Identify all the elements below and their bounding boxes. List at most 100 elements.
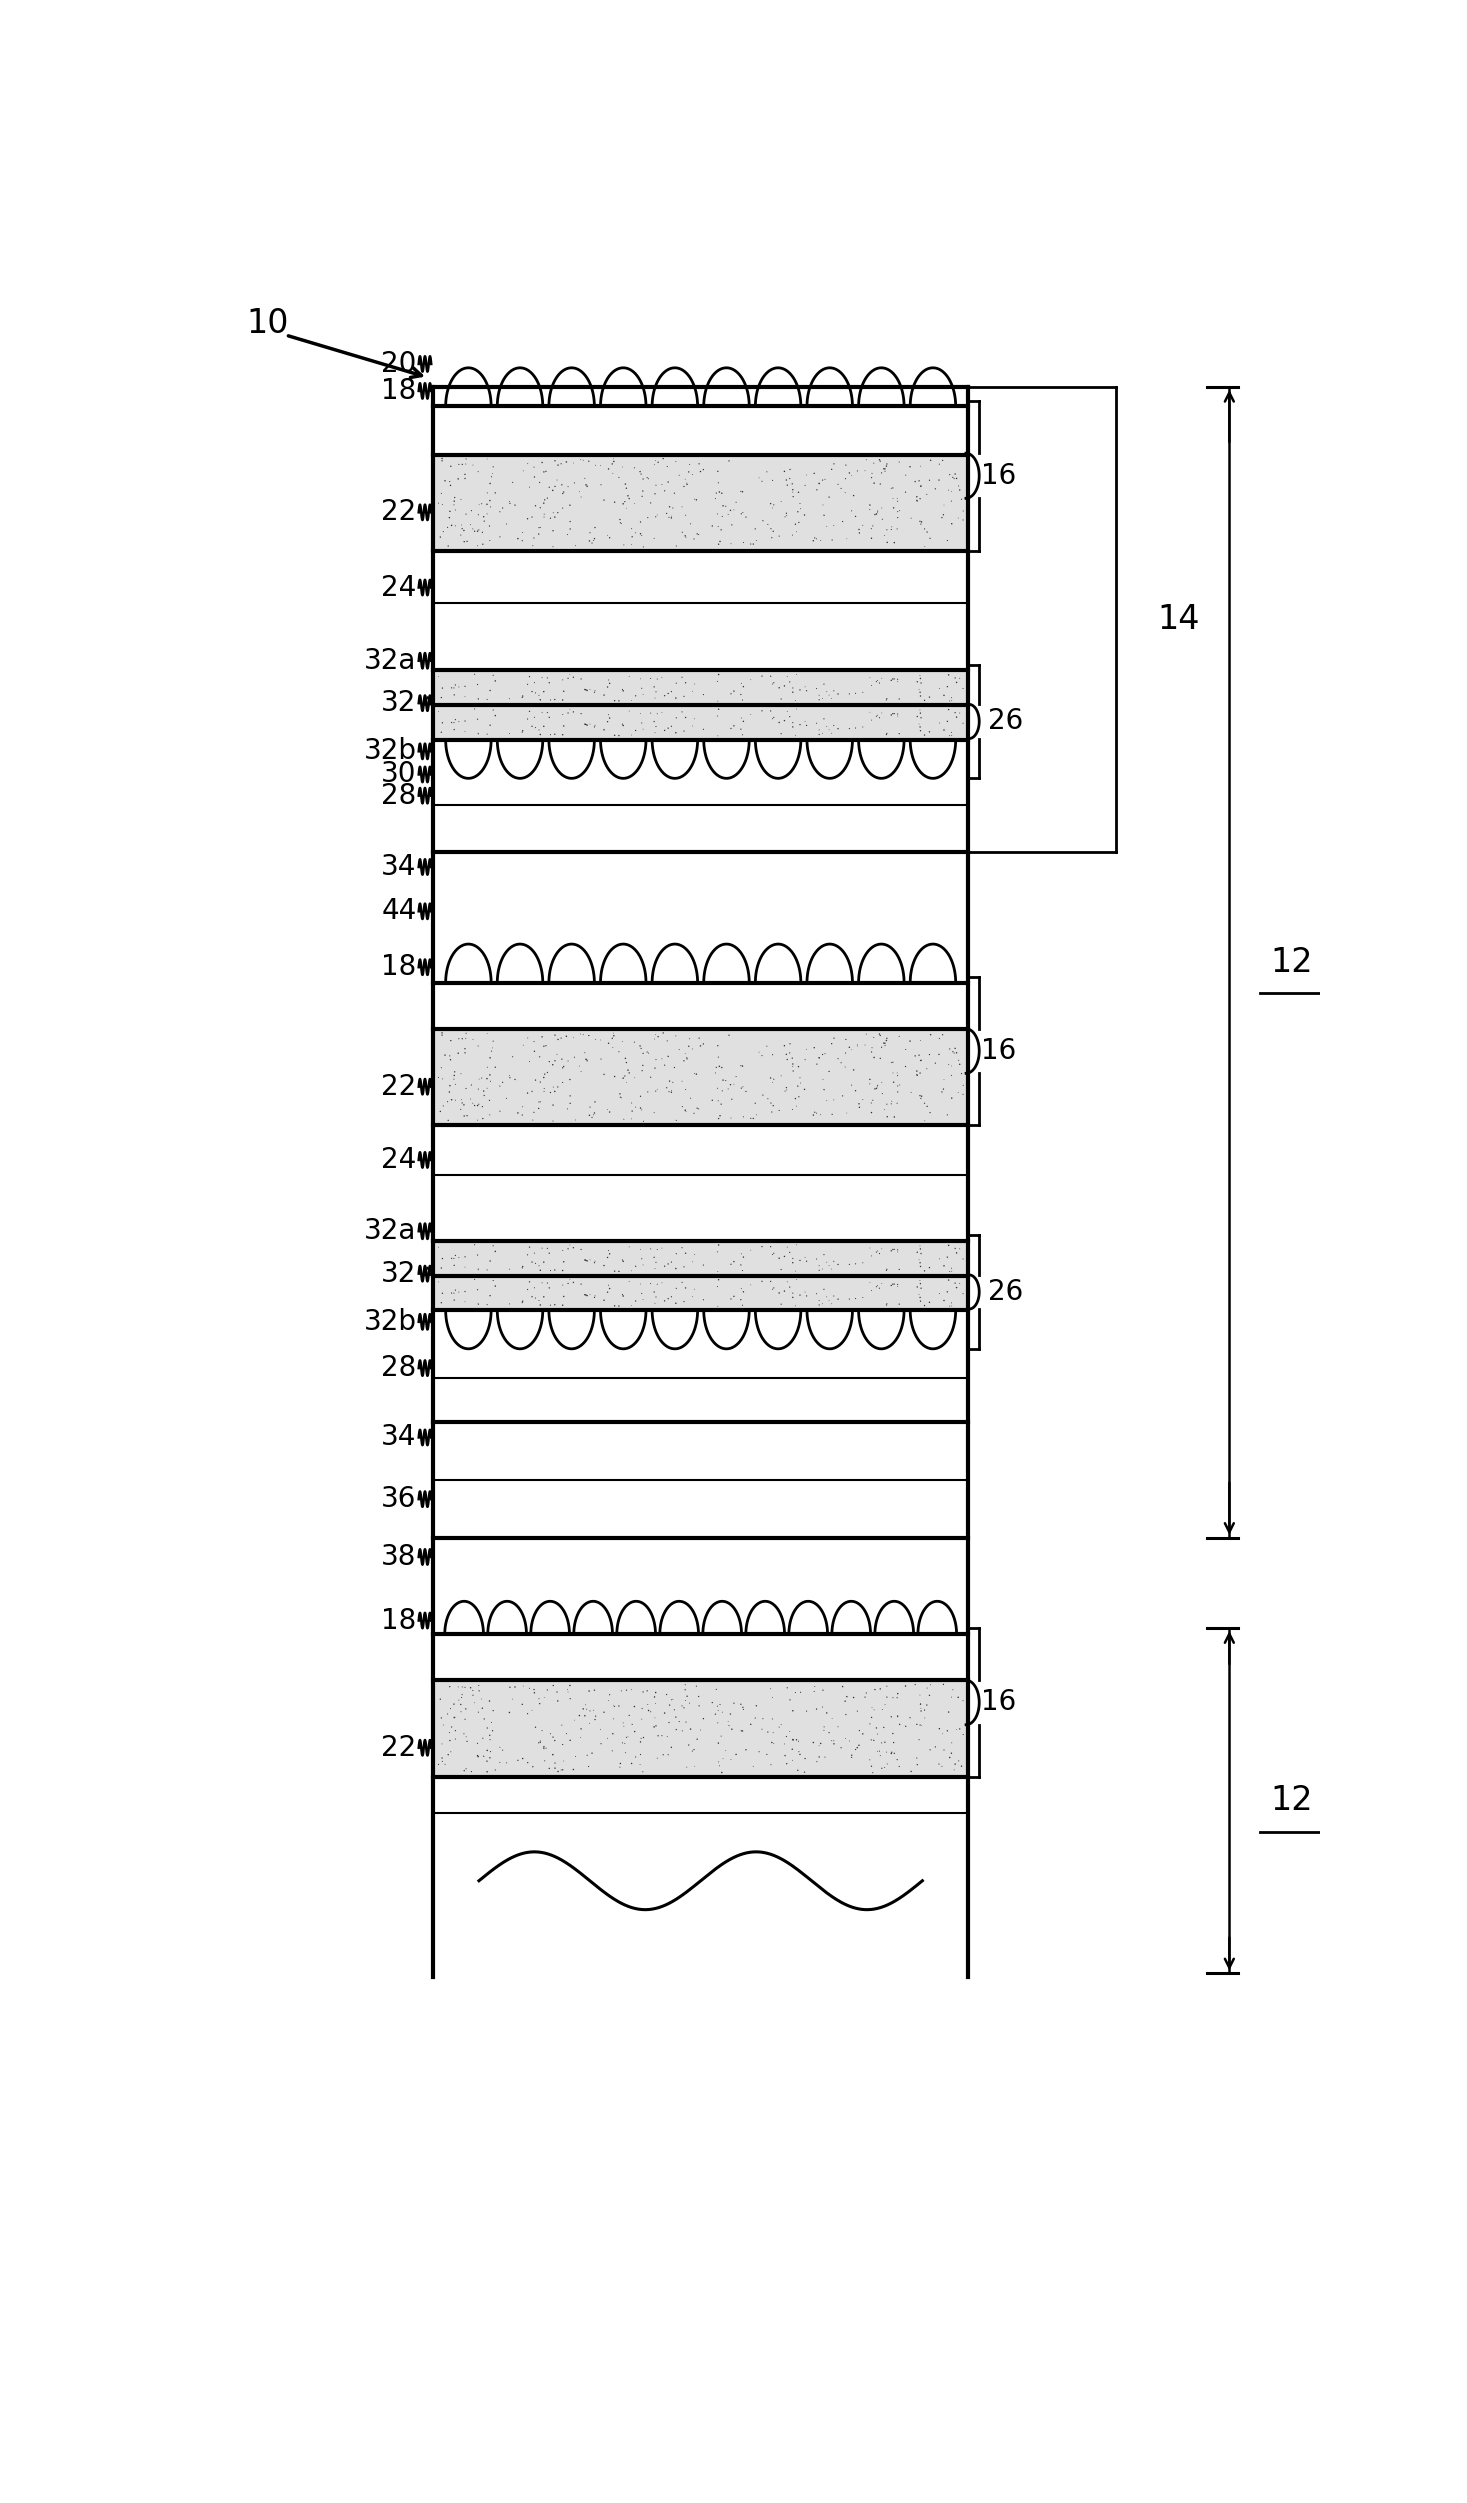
Point (951, 668, 974, 708)
Point (940, 1677, 964, 1717)
Point (681, 1241, 704, 1282)
Point (469, 1680, 493, 1720)
Point (948, 693, 971, 733)
Point (866, 696, 889, 736)
Point (883, 658, 907, 698)
Point (682, 1730, 706, 1770)
Point (908, 1705, 932, 1745)
Point (940, 1046, 964, 1086)
Point (706, 1231, 729, 1272)
Point (835, 1094, 858, 1134)
Point (873, 1747, 896, 1787)
Point (578, 1016, 601, 1056)
Point (450, 1019, 474, 1059)
Point (597, 661, 621, 701)
Point (842, 476, 866, 516)
Point (481, 691, 505, 731)
Point (802, 453, 826, 493)
Point (543, 713, 566, 753)
Point (538, 498, 562, 538)
Point (443, 708, 467, 748)
Point (946, 1071, 970, 1111)
Point (562, 1016, 585, 1056)
Point (503, 1667, 527, 1707)
Point (450, 506, 474, 546)
Point (447, 1680, 471, 1720)
Text: 18: 18 (381, 378, 417, 405)
Point (578, 1086, 601, 1126)
Point (732, 1690, 756, 1730)
Point (543, 1071, 566, 1111)
Point (816, 1241, 839, 1282)
Point (616, 1051, 640, 1091)
Point (491, 1730, 515, 1770)
Point (685, 513, 709, 553)
Point (780, 673, 804, 713)
Point (769, 1284, 792, 1324)
Text: 32: 32 (381, 1259, 417, 1287)
Point (640, 1264, 663, 1304)
Point (609, 1076, 632, 1116)
Point (761, 1712, 785, 1752)
Point (524, 673, 547, 713)
Point (497, 1284, 521, 1324)
Point (524, 1707, 547, 1747)
Point (710, 1084, 734, 1124)
Point (706, 1287, 729, 1327)
Point (478, 488, 502, 528)
Point (578, 1702, 601, 1742)
Point (707, 688, 731, 728)
Point (537, 1269, 560, 1309)
Point (440, 668, 464, 708)
Point (643, 678, 666, 718)
Point (675, 1091, 698, 1131)
Point (449, 516, 472, 556)
Point (447, 701, 471, 741)
Point (533, 1026, 556, 1066)
Point (685, 1667, 709, 1707)
Point (773, 666, 797, 706)
Point (601, 1700, 625, 1740)
Point (574, 1239, 597, 1279)
Point (446, 458, 469, 498)
Point (731, 471, 754, 511)
Point (590, 466, 613, 506)
Point (741, 1747, 764, 1787)
Point (643, 1019, 666, 1059)
Point (552, 1277, 575, 1317)
Point (531, 658, 555, 698)
Point (882, 1229, 905, 1269)
Point (882, 1054, 905, 1094)
Point (660, 706, 684, 746)
Point (918, 1664, 942, 1705)
Point (546, 1034, 569, 1074)
Point (851, 706, 874, 746)
Point (870, 1229, 893, 1269)
Point (761, 1269, 785, 1309)
Point (552, 716, 575, 756)
Point (775, 1717, 798, 1757)
Point (533, 1727, 556, 1767)
Point (858, 1705, 882, 1745)
Point (478, 1094, 502, 1134)
Point (937, 471, 961, 511)
Bar (434, 671, 968, 706)
Point (711, 1061, 735, 1101)
Point (467, 678, 490, 718)
Point (706, 1252, 729, 1292)
Point (673, 1091, 697, 1131)
Point (811, 1670, 835, 1710)
Point (590, 1725, 613, 1765)
Text: 30: 30 (381, 761, 417, 788)
Point (628, 1026, 651, 1066)
Point (449, 1089, 472, 1129)
Point (601, 1685, 625, 1725)
Point (533, 1069, 556, 1109)
Point (805, 703, 829, 743)
Point (644, 1071, 667, 1111)
Point (584, 706, 607, 746)
Point (732, 1236, 756, 1277)
Point (439, 1732, 462, 1772)
Point (511, 1094, 534, 1134)
Point (788, 1076, 811, 1116)
